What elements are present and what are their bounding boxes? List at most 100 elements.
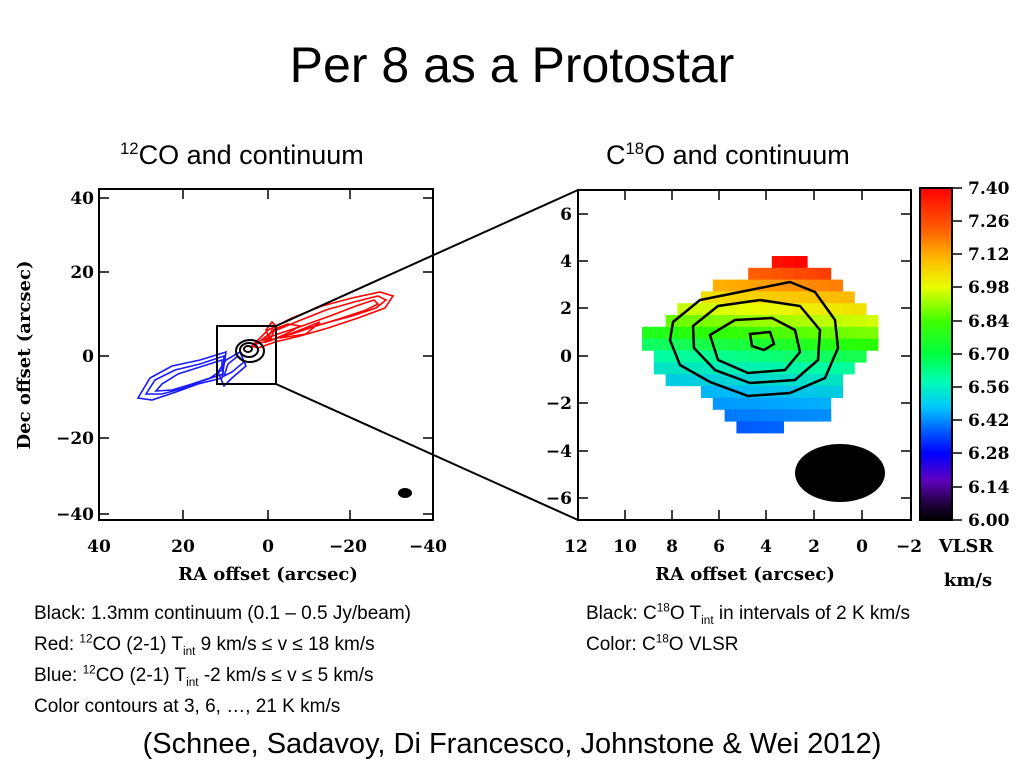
velocity-pixel (760, 397, 773, 410)
velocity-pixel (795, 291, 808, 304)
velocity-pixel (771, 326, 784, 339)
left-x-axis-label: RA offset (arcsec) (178, 564, 358, 585)
right-title-superscript: 18 (625, 139, 645, 158)
right-title-pre: C (606, 140, 626, 170)
left-y-tick-labels: 40 20 0 −20 −40 (56, 189, 94, 525)
velocity-pixel (830, 279, 843, 292)
velocity-pixel (689, 326, 702, 339)
velocity-pixel (653, 362, 666, 375)
left-x-tick-label: 20 (171, 537, 195, 557)
velocity-pixel (807, 267, 820, 280)
continuum-contours (235, 339, 265, 363)
right-x-tick-label: 8 (666, 537, 678, 557)
velocity-pixel (712, 338, 725, 351)
velocity-pixel (748, 315, 761, 328)
velocity-pixel (771, 421, 784, 434)
left-x-tick-label: 40 (87, 537, 111, 557)
right-x-tick-label: 12 (564, 537, 588, 557)
velocity-pixel (795, 267, 808, 280)
right-x-tick-labels: 12 10 8 6 4 2 0 −2 (564, 537, 922, 557)
left-panel-title: 12CO and continuum (120, 140, 364, 171)
left-y-tick-label: −40 (56, 505, 94, 525)
colorbar-ticks (952, 187, 962, 521)
velocity-pixel (842, 362, 855, 375)
right-y-tick-labels: 6 4 2 0 −2 −4 −6 (546, 205, 572, 509)
velocity-pixel (819, 409, 832, 422)
velocity-pixel (724, 279, 737, 292)
velocity-pixel (783, 256, 796, 269)
left-x-tick-label: −20 (329, 537, 367, 557)
velocity-pixel (748, 374, 761, 387)
velocity-pixel (783, 315, 796, 328)
c18o-contours (668, 280, 840, 398)
velocity-pixel (783, 362, 796, 375)
velocity-pixel (724, 409, 737, 422)
velocity-pixel (701, 338, 714, 351)
left-captions: Black: 1.3mm continuum (0.1 – 0.5 Jy/bea… (34, 598, 411, 722)
colorbar-tick-label: 6.98 (968, 278, 1009, 298)
colorbar-tick-label: 6.56 (968, 378, 1009, 398)
velocity-pixel (783, 409, 796, 422)
velocity-pixel (771, 397, 784, 410)
zoom-box (216, 325, 277, 385)
colorbar-tick-label: 6.84 (968, 312, 1010, 332)
velocity-pixel (795, 256, 808, 269)
velocity-pixel (854, 338, 867, 351)
velocity-pixel (701, 362, 714, 375)
velocity-pixel (771, 303, 784, 316)
velocity-pixel (642, 326, 655, 339)
colorbar-tick-label: 7.26 (968, 212, 1009, 232)
velocity-pixel (807, 279, 820, 292)
velocity-pixel (771, 409, 784, 422)
velocity-pixel (854, 326, 867, 339)
velocity-pixel (807, 326, 820, 339)
right-y-tick-label: 0 (560, 347, 572, 367)
velocity-pixel (842, 326, 855, 339)
velocity-pixel (724, 326, 737, 339)
velocity-pixel (819, 397, 832, 410)
velocity-pixel (701, 385, 714, 398)
velocity-pixel (795, 409, 808, 422)
velocity-pixel (712, 279, 725, 292)
velocity-pixel (866, 338, 879, 351)
colorbar-tick-label: 7.40 (968, 179, 1010, 199)
right-y-tick-label: −4 (546, 442, 572, 462)
left-y-tick-label: 20 (70, 263, 94, 283)
left-plot: 40 20 0 −20 −40 40 20 0 −20 −40 RA offse… (14, 188, 447, 585)
velocity-pixel (830, 374, 843, 387)
velocity-pixel (771, 291, 784, 304)
colorbar-tick-label: 6.14 (968, 478, 1010, 498)
right-y-tick-label: 4 (560, 252, 572, 272)
right-x-tick-label: −2 (896, 537, 922, 557)
velocity-pixel (807, 303, 820, 316)
velocity-pixel (689, 374, 702, 387)
velocity-pixel (736, 303, 749, 316)
right-x-tick-label: 10 (613, 537, 637, 557)
right-y-tick-label: 2 (560, 299, 572, 319)
velocity-pixel (819, 315, 832, 328)
right-captions: Black: C18O Tint in intervals of 2 K km/… (586, 598, 910, 660)
left-title-text: CO and continuum (138, 140, 364, 170)
left-x-tick-labels: 40 20 0 −20 −40 (87, 537, 447, 557)
velocity-pixel (677, 374, 690, 387)
velocity-pixel (748, 350, 761, 363)
velocity-pixel (653, 326, 666, 339)
velocity-pixel (866, 315, 879, 328)
velocity-pixel (724, 338, 737, 351)
velocity-pixel (807, 350, 820, 363)
colorbar-label-units: km/s (944, 570, 992, 591)
colorbar-tick-label: 6.42 (968, 411, 1009, 431)
velocity-pixel (795, 397, 808, 410)
velocity-pixel (866, 326, 879, 339)
velocity-pixel (854, 303, 867, 316)
velocity-pixel (819, 374, 832, 387)
right-x-tick-label: 6 (713, 537, 725, 557)
velocity-pixel (712, 326, 725, 339)
velocity-pixel (724, 303, 737, 316)
colorbar: 7.40 7.26 7.12 6.98 6.84 6.70 6.56 6.42 … (919, 179, 1010, 591)
colorbar-label-vlsr: VLSR (938, 536, 995, 557)
velocity-pixel (748, 421, 761, 434)
caption-red: Red: 12CO (2-1) Tint 9 km/s ≤ v ≤ 18 km/… (34, 632, 375, 658)
left-plot-ticks (99, 189, 433, 520)
right-panel-title: C18O and continuum (606, 140, 850, 171)
